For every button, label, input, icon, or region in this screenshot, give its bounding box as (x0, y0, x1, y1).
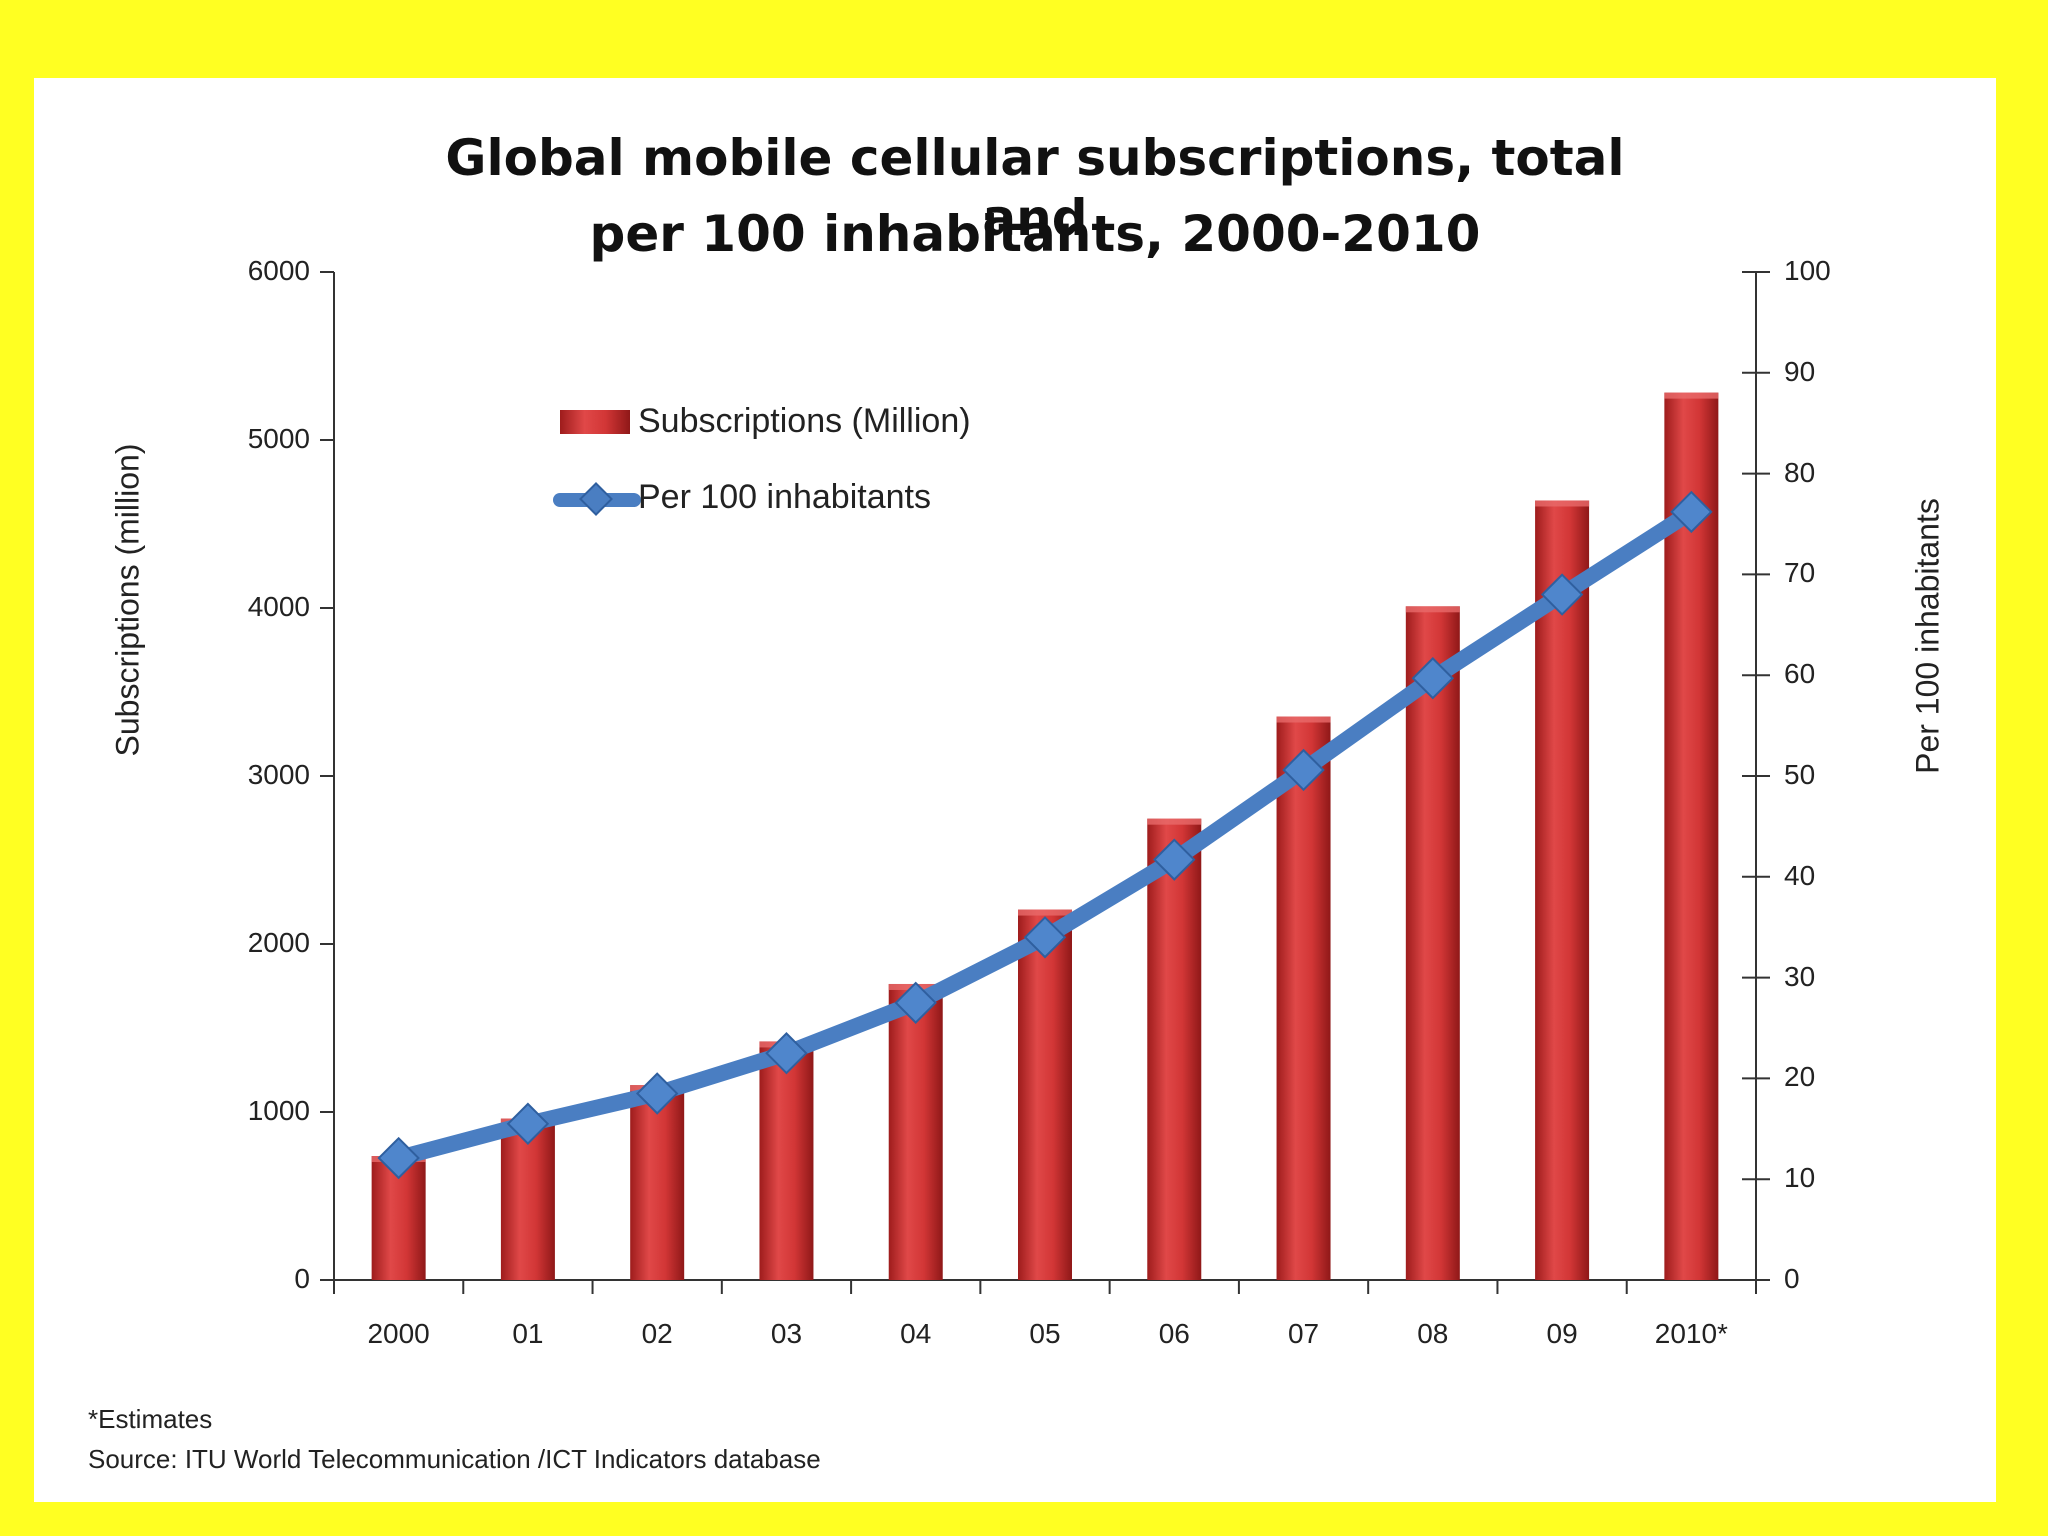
left-tick-label: 1000 (247, 1095, 310, 1126)
right-tick-label: 30 (1784, 960, 1816, 992)
right-tick-label: 60 (1784, 658, 1816, 690)
bar-subscriptions (1018, 909, 1072, 1280)
bar-top-highlight (1147, 818, 1202, 825)
line-marker (1411, 657, 1455, 700)
line-marker (377, 1136, 420, 1180)
left-tick-label: 6000 (247, 255, 310, 286)
bar-top-highlight (1276, 716, 1331, 723)
right-tick-label: 50 (1784, 759, 1816, 790)
bar-top-highlight (1535, 500, 1590, 507)
right-tick-label: 20 (1784, 1061, 1816, 1093)
legend-label-per-100: Per 100 inhabitants (638, 478, 931, 516)
footnote-estimates: *Estimates (88, 1404, 213, 1434)
right-tick-label: 70 (1784, 557, 1816, 589)
bar-top-highlight (1018, 909, 1072, 916)
x-tick-label: 07 (1287, 1318, 1320, 1349)
legend-label-subscriptions: Subscriptions (Million) (638, 402, 971, 440)
right-tick-label: 100 (1784, 255, 1831, 286)
right-tick-label: 0 (1784, 1263, 1800, 1294)
bar-top-highlight (1405, 606, 1460, 613)
bar-subscriptions (1405, 606, 1460, 1280)
footnote-source: Source: ITU World Telecommunication /ICT… (88, 1444, 821, 1474)
line-marker (635, 1072, 679, 1115)
x-tick-label: 03 (770, 1318, 803, 1349)
left-tick-label: 0 (294, 1263, 310, 1294)
line-marker (765, 1031, 808, 1075)
bar-top-highlight (1664, 392, 1719, 399)
line-marker (1023, 916, 1067, 959)
bar-subscriptions (630, 1085, 685, 1280)
right-tick-label: 10 (1784, 1162, 1816, 1194)
left-tick-label: 3000 (247, 759, 310, 790)
bar-subscriptions (500, 1118, 555, 1280)
line-marker (1670, 490, 1713, 534)
x-tick-label: 01 (512, 1318, 544, 1349)
bar-subscriptions (888, 983, 943, 1280)
x-tick-label: 06 (1158, 1318, 1190, 1349)
line-marker (894, 981, 937, 1025)
legend-swatch-marker (579, 482, 613, 516)
bar-subscriptions (1276, 716, 1331, 1280)
left-tick-label: 2000 (247, 927, 310, 958)
legend-swatch-bars (560, 410, 630, 434)
x-tick-label: 05 (1029, 1318, 1061, 1349)
line-marker (506, 1102, 550, 1145)
right-tick-label: 90 (1784, 355, 1816, 387)
x-tick-label: 08 (1417, 1318, 1449, 1349)
x-tick-label: 02 (641, 1318, 673, 1349)
left-tick-label: 5000 (247, 423, 310, 454)
bar-subscriptions (1535, 500, 1590, 1281)
x-tick-label: 2010* (1654, 1318, 1728, 1349)
x-tick-label: 09 (1546, 1318, 1578, 1349)
line-marker (1540, 573, 1584, 616)
bar-subscriptions (1664, 392, 1719, 1280)
left-tick-label: 4000 (247, 591, 310, 622)
line-marker (1282, 748, 1325, 792)
bar-subscriptions (1147, 818, 1202, 1280)
line-marker (1153, 838, 1196, 881)
chart-title-line-1: Global mobile cellular subscriptions, to… (445, 129, 1625, 247)
right-tick-label: 40 (1784, 859, 1816, 891)
x-tick-label: 04 (900, 1318, 932, 1349)
x-tick-label: 2000 (367, 1318, 430, 1349)
bar-subscriptions (759, 1041, 814, 1280)
right-tick-label: 80 (1784, 456, 1816, 488)
chart-title-line-2: per 100 inhabitants, 2000-2010 (589, 205, 1481, 263)
